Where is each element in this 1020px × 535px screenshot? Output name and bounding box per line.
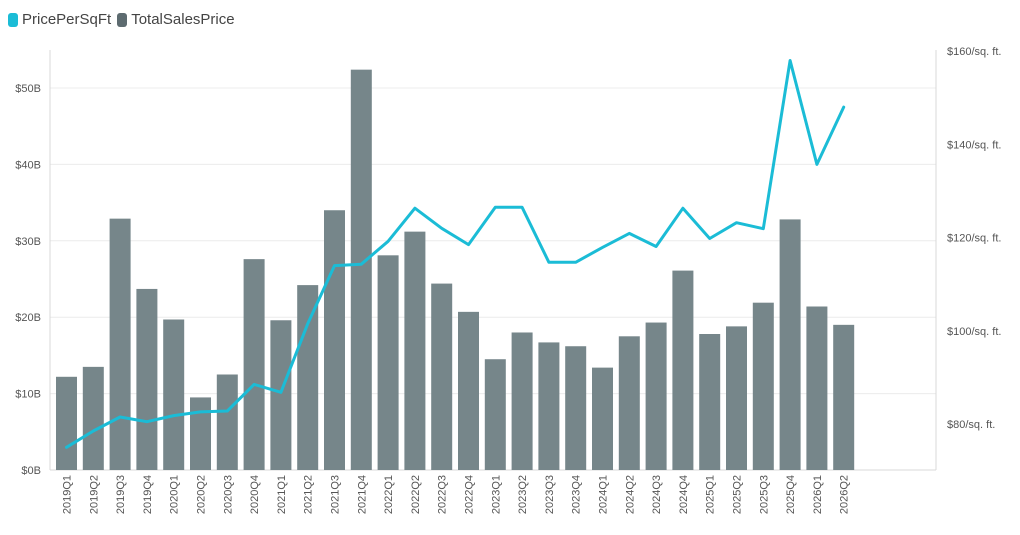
x-tick-label: 2023Q3	[544, 475, 556, 514]
x-tick-label: 2021Q1	[276, 475, 288, 514]
x-tick-label: 2024Q1	[598, 475, 610, 514]
bar	[216, 374, 238, 470]
x-tick-label: 2024Q2	[624, 475, 636, 514]
bar	[56, 376, 77, 470]
x-tick-label: 2020Q4	[249, 475, 261, 514]
y-right-tick-label: $100/sq. ft.	[947, 326, 1001, 338]
bar	[484, 359, 506, 470]
legend-label-total-sales-price: TotalSalesPrice	[131, 11, 235, 28]
x-tick-label: 2024Q3	[651, 475, 663, 514]
legend-swatch-price-per-sqft	[8, 12, 18, 27]
y-right-tick-label: $140/sq. ft.	[947, 139, 1001, 151]
x-tick-label: 2020Q1	[169, 475, 181, 514]
bar	[109, 218, 131, 470]
bar	[82, 366, 104, 470]
x-tick-label: 2022Q1	[383, 475, 395, 514]
x-tick-label: 2025Q3	[758, 475, 770, 514]
bar	[136, 288, 158, 470]
legend-swatch-total-sales-price	[117, 12, 128, 27]
x-tick-label: 2021Q4	[356, 475, 368, 514]
bar	[752, 302, 774, 470]
x-tick-label: 2026Q1	[812, 475, 824, 514]
bar	[511, 332, 533, 470]
bar	[779, 219, 801, 470]
y-right-tick-label: $160/sq. ft.	[947, 46, 1001, 58]
x-tick-label: 2024Q4	[678, 475, 690, 514]
x-tick-label: 2022Q4	[464, 475, 476, 514]
bar	[672, 270, 694, 470]
y-left-tick-label: $50B	[15, 83, 41, 95]
bar	[377, 255, 399, 470]
x-tick-label: 2019Q1	[62, 475, 74, 514]
bar	[297, 285, 319, 470]
bar	[538, 342, 560, 470]
y-left-tick-label: $0B	[21, 465, 41, 477]
x-tick-label: 2023Q4	[571, 475, 583, 514]
y-left-tick-label: $10B	[15, 389, 41, 401]
bar	[618, 336, 640, 470]
x-tick-label: 2019Q2	[88, 475, 100, 514]
y-left-tick-label: $30B	[15, 236, 41, 248]
x-tick-label: 2026Q2	[839, 475, 851, 514]
bar	[270, 320, 292, 470]
bar	[565, 346, 587, 470]
bar	[324, 210, 345, 471]
x-tick-label: 2019Q3	[115, 475, 127, 514]
bar	[726, 326, 747, 470]
x-tick-label: 2019Q4	[142, 475, 154, 514]
x-tick-label: 2025Q1	[705, 475, 717, 514]
x-tick-label: 2020Q2	[196, 475, 208, 514]
legend-item-total-sales-price[interactable]: TotalSalesPrice	[117, 11, 235, 28]
legend: PricePerSqFt TotalSalesPrice	[8, 11, 241, 28]
x-tick-label: 2021Q3	[330, 475, 342, 514]
y-left-tick-label: $40B	[15, 159, 41, 171]
bar	[431, 283, 453, 470]
x-tick-label: 2025Q2	[732, 475, 744, 514]
x-tick-label: 2023Q1	[490, 475, 502, 514]
y-right-tick-label: $80/sq. ft.	[947, 419, 995, 431]
legend-label-price-per-sqft: PricePerSqFt	[22, 11, 112, 28]
bar	[243, 259, 265, 470]
bar	[833, 324, 855, 470]
x-tick-label: 2025Q4	[785, 475, 797, 514]
y-right-tick-label: $120/sq. ft.	[947, 233, 1001, 245]
bar	[806, 306, 828, 470]
x-tick-label: 2022Q3	[437, 475, 449, 514]
bar	[163, 319, 185, 470]
bar	[458, 311, 479, 470]
bar	[699, 334, 721, 470]
x-tick-label: 2021Q2	[303, 475, 315, 514]
x-tick-label: 2020Q3	[222, 475, 234, 514]
x-tick-label: 2023Q2	[517, 475, 529, 514]
y-left-tick-label: $20B	[15, 312, 41, 324]
bar	[592, 367, 613, 470]
bar	[350, 69, 372, 470]
legend-item-price-per-sqft[interactable]: PricePerSqFt	[8, 11, 111, 28]
line-series-price-per-sqft	[65, 59, 846, 449]
bar	[404, 231, 426, 470]
x-tick-label: 2022Q2	[410, 475, 422, 514]
bar	[190, 397, 211, 470]
bar	[645, 322, 667, 470]
